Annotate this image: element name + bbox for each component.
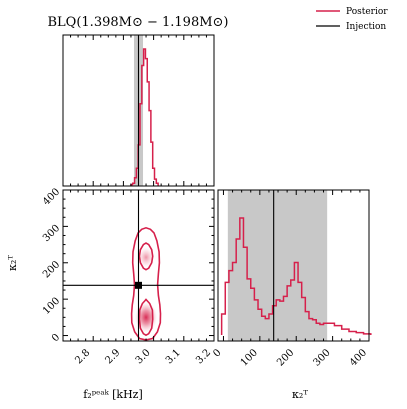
panel-f-histogram: [62, 34, 215, 187]
joint-xtick-label: 2.8: [73, 347, 92, 366]
kappa-xtick-label: 100: [239, 347, 260, 368]
joint-ytick-label: 100: [41, 296, 62, 317]
panel-kappa-frame: [217, 189, 370, 342]
panel-f-ticks: [70, 35, 215, 186]
kappa-credible-band: [227, 190, 328, 341]
y-axis-label-kappa: κ₂ᵀ: [6, 255, 19, 271]
panel-joint-ticks: 2.8 2.9 3.0 3.1 3.2 0 100 200 300 400: [41, 186, 215, 366]
joint-density-peak-high: [138, 247, 155, 268]
joint-contour-inner-high: [138, 242, 154, 271]
joint-xtick-label: 3.2: [194, 347, 213, 366]
joint-ytick-label: 300: [41, 223, 62, 244]
joint-xtick-label: 3.0: [134, 347, 153, 366]
kappa-xtick-label: 400: [348, 347, 369, 368]
legend: Posterior Injection: [316, 7, 388, 32]
panel-joint: 2.8 2.9 3.0 3.1 3.2 0 100 200 300 400: [41, 186, 215, 366]
chart-title: BLQ(1.398M⊙ − 1.198M⊙): [48, 15, 229, 30]
f-histogram-line: [130, 48, 159, 186]
kappa-xtick-label: 300: [311, 347, 332, 368]
joint-xtick-label: 3.1: [164, 347, 183, 366]
panel-kappa-histogram: 0 100 200 300 400: [211, 189, 372, 369]
legend-label-posterior: Posterior: [346, 7, 388, 17]
legend-label-injection: Injection: [346, 22, 386, 32]
joint-contour-outer: [130, 226, 162, 341]
joint-xtick-label: 2.9: [103, 347, 122, 366]
joint-contour-inner-low: [138, 298, 154, 337]
kappa-xtick-label: 200: [275, 347, 296, 368]
x-axis-label-kappa: κ₂ᵀ: [292, 388, 308, 401]
kappa-histogram-line: [220, 217, 372, 335]
joint-ytick-label: 400: [41, 186, 62, 207]
joint-ytick-label: 0: [50, 332, 62, 344]
x-axis-label-f: f₂ᵖᵉᵃᵏ [kHz]: [83, 388, 143, 401]
joint-ytick-label: 200: [41, 259, 62, 280]
kappa-xtick-label: 0: [211, 347, 223, 359]
joint-injection-marker: [135, 281, 142, 289]
